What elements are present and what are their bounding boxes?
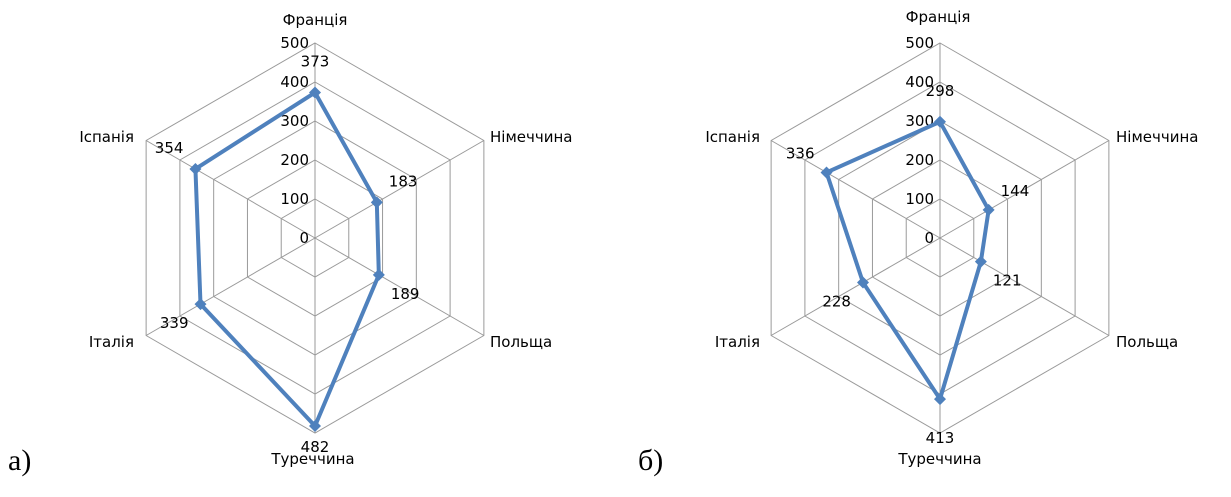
data-label: 354 (155, 139, 184, 157)
data-label: 121 (993, 272, 1022, 290)
category-label: Польща (1116, 333, 1178, 351)
category-label: Іспанія (705, 128, 760, 146)
axis-spoke (145, 237, 316, 336)
axis-spoke (314, 237, 485, 336)
tick-label: 400 (280, 73, 309, 91)
series-group (189, 86, 385, 432)
data-point-marker (372, 268, 385, 281)
tick-label: 200 (905, 151, 934, 169)
data-point-marker (194, 298, 207, 311)
axis-spoke (770, 237, 941, 336)
series-group (820, 115, 995, 406)
data-label: 298 (926, 82, 955, 100)
data-point-marker (309, 86, 321, 99)
category-label: Туреччина (270, 450, 354, 468)
data-point-marker (982, 203, 995, 216)
category-label: Туреччина (897, 450, 981, 468)
axis-spoke (939, 237, 1110, 336)
category-label: Німеччина (490, 128, 572, 146)
data-point-marker (820, 166, 833, 179)
data-label: 413 (926, 429, 955, 447)
data-labels: 298 144 121 413 228 336 (786, 82, 1029, 447)
category-label: Польща (490, 333, 552, 351)
tick-label: 100 (280, 190, 309, 208)
tick-label: 500 (905, 34, 934, 52)
tick-label: 300 (280, 112, 309, 130)
panel-label-a: а) (8, 444, 32, 477)
data-labels: 373 183 189 482 339 354 (155, 53, 420, 456)
category-label: Німеччина (1116, 128, 1198, 146)
category-label: Франція (906, 8, 971, 26)
radar-grid (145, 42, 485, 434)
data-point-marker (934, 115, 946, 128)
tick-label: 200 (280, 151, 309, 169)
axis-spoke (314, 140, 485, 239)
category-label: Італія (89, 333, 134, 351)
axis-spoke (145, 140, 316, 239)
axis-spoke (770, 140, 941, 239)
data-point-marker (370, 196, 383, 209)
data-label: 482 (301, 438, 330, 456)
category-label: Іспанія (79, 128, 134, 146)
tick-label: 500 (280, 34, 309, 52)
data-point-marker (934, 393, 946, 406)
axis-spoke (939, 140, 1110, 239)
category-label: Італія (715, 333, 760, 351)
radar-chart-a: 0 100 200 300 400 500 Франція Німеччина Польща Ту… (79, 11, 572, 468)
data-label: 336 (786, 144, 815, 162)
data-label: 339 (160, 314, 189, 332)
tick-label: 100 (905, 190, 934, 208)
tick-label: 400 (905, 73, 934, 91)
data-label: 144 (1001, 182, 1030, 200)
tick-labels: 0 100 200 300 400 500 (280, 34, 309, 247)
data-label: 189 (391, 285, 420, 303)
radar-chart-b: 0100200300400500ФранціяНімеччинаПольщаТу… (705, 8, 1198, 468)
data-point-marker (974, 255, 987, 268)
data-point-marker (189, 162, 202, 175)
data-point-marker (309, 419, 321, 432)
radar-grid (770, 42, 1110, 434)
data-label: 183 (389, 172, 418, 190)
category-label: Франція (283, 11, 348, 29)
category-labels: Франція Німеччина Польща Туреччина Італія Ісп… (79, 11, 572, 468)
category-labels: Франція Німеччина Польща Туреччина Італія Ісп… (705, 8, 1198, 468)
data-label: 373 (301, 53, 330, 71)
data-label: 228 (822, 292, 851, 310)
tick-label: 0 (924, 229, 934, 247)
data-point-marker (856, 276, 869, 289)
panel-label-b: б) (638, 444, 664, 477)
tick-label: 0 (299, 229, 309, 247)
